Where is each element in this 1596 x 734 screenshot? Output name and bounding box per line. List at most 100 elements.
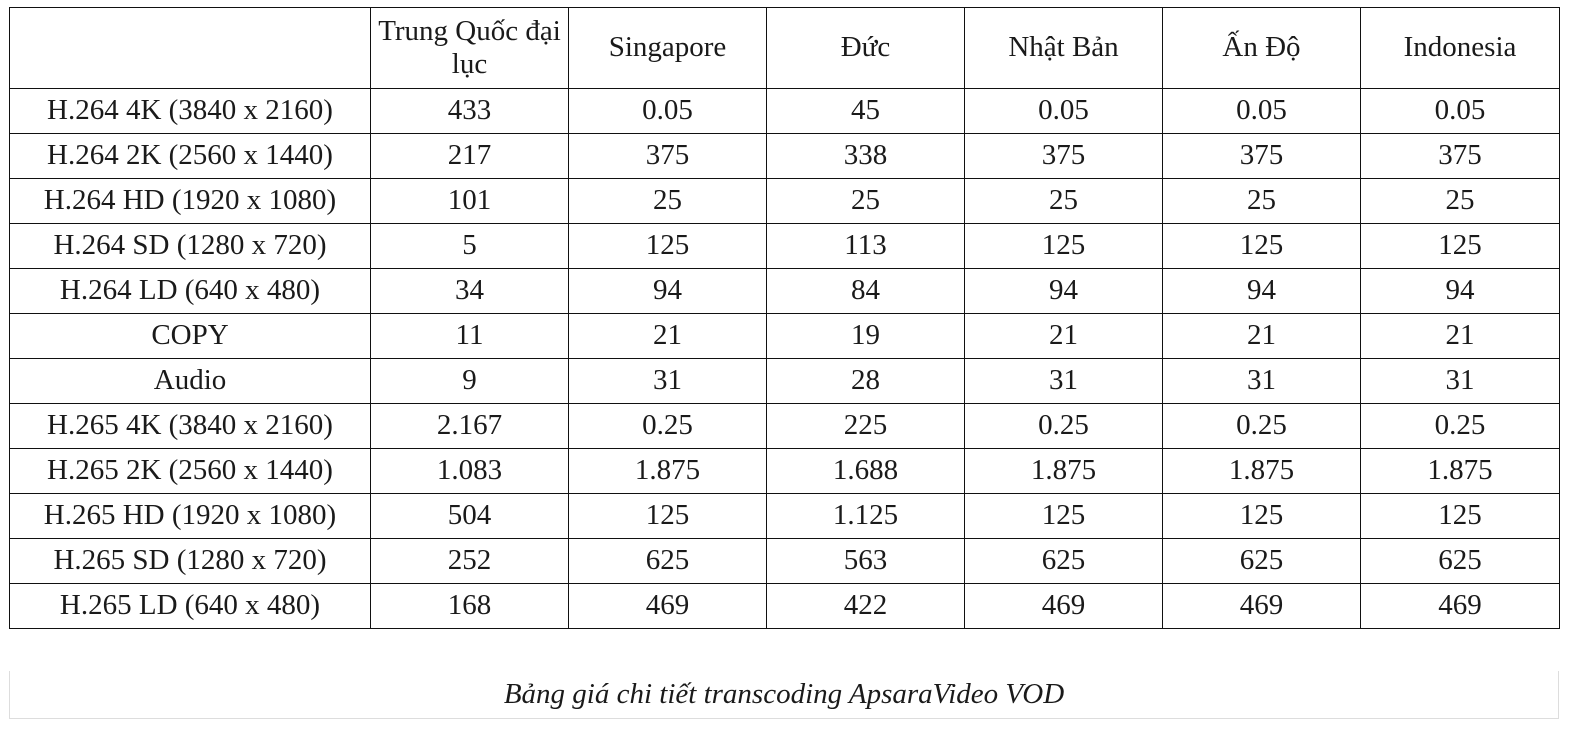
price-cell: 28 — [766, 358, 965, 404]
price-cell: 217 — [370, 133, 569, 179]
table-row: H.264 SD (1280 x 720) 5 125 113 125 125 125 — [9, 223, 1560, 269]
price-cell: 21 — [964, 313, 1163, 359]
price-cell: 94 — [568, 268, 767, 314]
price-cell: 84 — [766, 268, 965, 314]
row-label-cell: H.264 LD (640 x 480) — [9, 268, 371, 314]
table-row: COPY 11 21 19 21 21 21 — [9, 313, 1560, 359]
table-body: H.264 4K (3840 x 2160) 433 0.05 45 0.05 0.05 0… — [9, 88, 1560, 629]
header-cell-indonesia: Indonesia — [1360, 7, 1560, 89]
row-label-cell: H.264 4K (3840 x 2160) — [9, 88, 371, 134]
price-cell: 469 — [568, 583, 767, 629]
price-cell: 625 — [568, 538, 767, 584]
price-cell: 0.25 — [964, 403, 1163, 449]
price-cell: 504 — [370, 493, 569, 539]
price-cell: 5 — [370, 223, 569, 269]
price-cell: 31 — [1162, 358, 1361, 404]
row-label-cell: H.265 4K (3840 x 2160) — [9, 403, 371, 449]
price-cell: 563 — [766, 538, 965, 584]
price-cell: 125 — [568, 223, 767, 269]
table-row: H.264 LD (640 x 480) 34 94 84 94 94 94 — [9, 268, 1560, 314]
price-cell: 469 — [964, 583, 1163, 629]
price-cell: 21 — [568, 313, 767, 359]
price-cell: 375 — [1360, 133, 1560, 179]
price-cell: 0.25 — [1360, 403, 1560, 449]
price-cell: 338 — [766, 133, 965, 179]
price-cell: 25 — [1360, 178, 1560, 224]
price-cell: 31 — [1360, 358, 1560, 404]
price-cell: 2.167 — [370, 403, 569, 449]
row-label-cell: H.265 SD (1280 x 720) — [9, 538, 371, 584]
price-cell: 125 — [964, 493, 1163, 539]
price-cell: 0.25 — [1162, 403, 1361, 449]
price-cell: 25 — [766, 178, 965, 224]
header-cell-india: Ấn Độ — [1162, 7, 1361, 89]
price-cell: 1.875 — [1162, 448, 1361, 494]
price-cell: 113 — [766, 223, 965, 269]
table-row: H.265 HD (1920 x 1080) 504 125 1.125 125 125 1… — [9, 493, 1560, 539]
price-cell: 168 — [370, 583, 569, 629]
row-label-cell: H.265 LD (640 x 480) — [9, 583, 371, 629]
price-cell: 375 — [568, 133, 767, 179]
price-cell: 125 — [1360, 223, 1560, 269]
table-row: H.265 SD (1280 x 720) 252 625 563 625 625 625 — [9, 538, 1560, 584]
row-label-cell: H.264 SD (1280 x 720) — [9, 223, 371, 269]
row-label-cell: COPY — [9, 313, 371, 359]
price-cell: 125 — [1360, 493, 1560, 539]
price-cell: 31 — [964, 358, 1163, 404]
price-cell: 1.875 — [964, 448, 1163, 494]
price-cell: 0.05 — [1360, 88, 1560, 134]
header-cell-japan: Nhật Bản — [964, 7, 1163, 89]
price-cell: 94 — [1162, 268, 1361, 314]
table-row: H.265 4K (3840 x 2160) 2.167 0.25 225 0.25 0.… — [9, 403, 1560, 449]
price-cell: 0.05 — [568, 88, 767, 134]
table-caption: Bảng giá chi tiết transcoding ApsaraVide… — [9, 671, 1559, 719]
price-cell: 225 — [766, 403, 965, 449]
price-cell: 1.083 — [370, 448, 569, 494]
price-cell: 375 — [1162, 133, 1361, 179]
price-cell: 19 — [766, 313, 965, 359]
price-cell: 94 — [1360, 268, 1560, 314]
price-cell: 25 — [964, 178, 1163, 224]
price-cell: 25 — [1162, 178, 1361, 224]
price-cell: 1.875 — [568, 448, 767, 494]
price-cell: 625 — [1162, 538, 1361, 584]
price-cell: 625 — [964, 538, 1163, 584]
price-cell: 469 — [1162, 583, 1361, 629]
price-cell: 0.05 — [964, 88, 1163, 134]
transcoding-price-table: Trung Quốc đại lục Singapore Đức Nhật Bả… — [9, 7, 1560, 629]
price-cell: 25 — [568, 178, 767, 224]
table-row: Audio 9 31 28 31 31 31 — [9, 358, 1560, 404]
price-cell: 125 — [1162, 223, 1361, 269]
row-label-cell: H.265 HD (1920 x 1080) — [9, 493, 371, 539]
price-cell: 125 — [964, 223, 1163, 269]
price-cell: 31 — [568, 358, 767, 404]
header-cell-empty — [9, 7, 371, 89]
table-row: H.265 LD (640 x 480) 168 469 422 469 469 469 — [9, 583, 1560, 629]
price-cell: 45 — [766, 88, 965, 134]
price-cell: 21 — [1360, 313, 1560, 359]
row-label-cell: H.264 2K (2560 x 1440) — [9, 133, 371, 179]
price-cell: 375 — [964, 133, 1163, 179]
price-cell: 11 — [370, 313, 569, 359]
price-cell: 9 — [370, 358, 569, 404]
price-cell: 21 — [1162, 313, 1361, 359]
table-row: H.265 2K (2560 x 1440) 1.083 1.875 1.688 1.8… — [9, 448, 1560, 494]
price-cell: 94 — [964, 268, 1163, 314]
table-row: H.264 2K (2560 x 1440) 217 375 338 375 375 375 — [9, 133, 1560, 179]
price-cell: 252 — [370, 538, 569, 584]
price-cell: 125 — [568, 493, 767, 539]
price-cell: 1.125 — [766, 493, 965, 539]
row-label-cell: H.264 HD (1920 x 1080) — [9, 178, 371, 224]
price-cell: 433 — [370, 88, 569, 134]
price-cell: 0.05 — [1162, 88, 1361, 134]
header-cell-germany: Đức — [766, 7, 965, 89]
price-cell: 625 — [1360, 538, 1560, 584]
table-row: H.264 HD (1920 x 1080) 101 25 25 25 25 25 — [9, 178, 1560, 224]
price-cell: 125 — [1162, 493, 1361, 539]
price-cell: 1.688 — [766, 448, 965, 494]
header-cell-mainland-china: Trung Quốc đại lục — [370, 7, 569, 89]
price-cell: 1.875 — [1360, 448, 1560, 494]
row-label-cell: H.265 2K (2560 x 1440) — [9, 448, 371, 494]
price-cell: 469 — [1360, 583, 1560, 629]
